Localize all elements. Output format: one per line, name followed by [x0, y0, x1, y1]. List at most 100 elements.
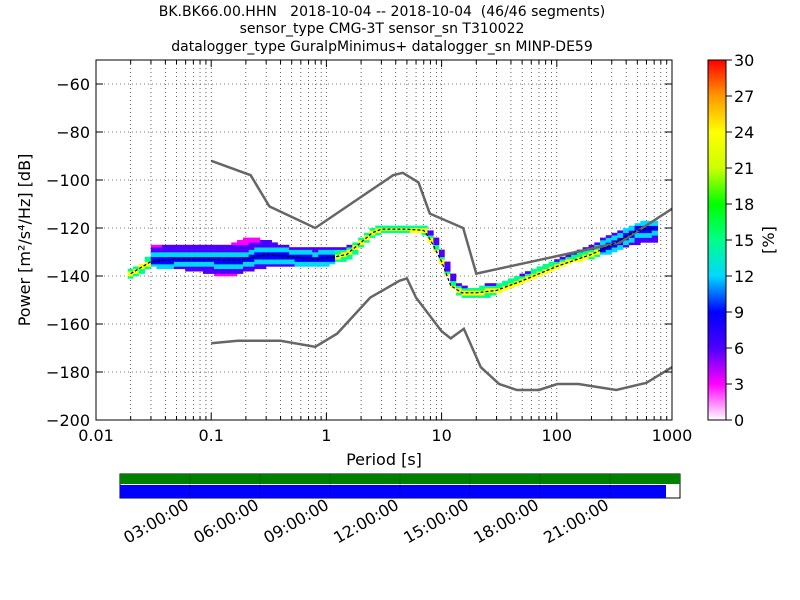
- psd-cell: [254, 259, 261, 262]
- psd-cell: [260, 261, 267, 265]
- psd-cell: [600, 240, 607, 243]
- psd-cell: [646, 225, 653, 229]
- psd-cell: [162, 264, 169, 267]
- psd-cell: [185, 256, 192, 260]
- psd-cell: [548, 264, 555, 267]
- psd-cell: [461, 288, 468, 291]
- timeline-label: 15:00:00: [400, 495, 472, 547]
- psd-cell: [283, 259, 290, 262]
- psd-cell: [173, 252, 180, 255]
- psd-cell: [237, 254, 244, 258]
- psd-cell: [409, 230, 416, 234]
- psd-cell: [490, 288, 497, 291]
- psd-cell: [219, 252, 226, 255]
- psd-cell: [386, 225, 394, 229]
- psd-cell: [144, 256, 152, 260]
- psd-cell: [306, 264, 313, 267]
- psd-cell: [490, 283, 497, 286]
- psd-cell: [651, 232, 659, 236]
- psd-cell: [168, 244, 175, 248]
- psd-cell: [289, 261, 295, 265]
- psd-cell: [191, 261, 198, 265]
- psd-cell: [634, 237, 641, 241]
- psd-cell: [571, 254, 578, 258]
- psd-cell: [461, 295, 468, 298]
- psd-cell: [617, 247, 624, 250]
- psd-cell: [576, 252, 583, 255]
- psd-cell: [197, 244, 204, 248]
- psd-cell: [565, 259, 572, 262]
- psd-cell: [248, 252, 255, 255]
- psd-cell: [479, 292, 485, 296]
- psd-cell: [323, 252, 330, 255]
- psd-cell: [651, 220, 659, 224]
- psd-cell: [588, 249, 595, 253]
- psd-cell: [484, 292, 491, 296]
- psd-cell: [450, 276, 457, 279]
- psd-cell: [455, 283, 462, 286]
- psd-cell: [473, 290, 480, 294]
- psd-cell: [208, 268, 215, 272]
- psd-cell: [646, 237, 653, 241]
- grid-lines: [96, 60, 672, 421]
- psd-cell: [352, 252, 359, 255]
- psd-cell: [346, 254, 353, 258]
- psd-cell: [150, 247, 157, 250]
- psd-cell: [231, 268, 238, 272]
- psd-cell: [392, 230, 399, 234]
- psd-cell: [623, 244, 630, 248]
- psd-cell: [231, 273, 238, 277]
- psd-cell: [421, 225, 428, 229]
- psd-cell: [346, 256, 353, 260]
- psd-cell: [398, 230, 405, 234]
- psd-cell: [248, 254, 255, 258]
- psd-cell: [254, 242, 261, 246]
- psd-cell: [185, 264, 192, 267]
- psd-cell: [300, 259, 307, 262]
- psd-cell: [496, 285, 503, 289]
- psd-cell: [358, 240, 365, 243]
- psd-cell: [237, 252, 244, 255]
- psd-cell: [634, 232, 641, 236]
- psd-cell: [265, 247, 272, 250]
- psd-cell: [248, 242, 255, 246]
- psd-cell: [254, 266, 261, 270]
- psd-cell: [265, 254, 272, 258]
- psd-cell: [173, 261, 180, 265]
- psd-cell: [150, 254, 157, 258]
- psd-cell: [254, 254, 261, 258]
- psd-cell: [197, 264, 204, 267]
- psd-cell: [208, 252, 215, 255]
- timeline-label: 18:00:00: [470, 495, 542, 547]
- psd-cell: [565, 256, 572, 260]
- psd-cell: [479, 295, 485, 298]
- psd-cell: [237, 259, 244, 262]
- title-line-1: BK.BK66.00.HHN 2018-10-04 -- 2018-10-04 …: [159, 4, 605, 20]
- psd-cell: [323, 249, 330, 253]
- psd-cell: [208, 271, 215, 274]
- psd-cell: [335, 252, 342, 255]
- psd-cell: [242, 256, 250, 260]
- psd-cell: [352, 249, 359, 253]
- psd-cell: [179, 264, 186, 267]
- psd-cell: [611, 244, 618, 248]
- psd-cell: [507, 285, 515, 289]
- psd-cell: [381, 230, 388, 234]
- psd-cell: [473, 292, 480, 296]
- psd-cell: [248, 261, 255, 265]
- psd-cell: [346, 249, 353, 253]
- psd-cell: [381, 225, 388, 229]
- x-tick-label: 1: [321, 426, 331, 445]
- colorbar-tick-label: 3: [734, 375, 744, 394]
- psd-cell: [150, 256, 157, 260]
- low-noise-model-line: [211, 276, 672, 392]
- psd-cell: [444, 268, 451, 272]
- psd-cell: [214, 261, 221, 265]
- psd-cell: [197, 268, 204, 272]
- psd-cell: [225, 252, 232, 255]
- psd-cell: [335, 259, 342, 262]
- psd-cell: [340, 249, 347, 253]
- psd-cell: [340, 254, 347, 258]
- psd-cell: [162, 247, 169, 250]
- psd-cell: [214, 273, 221, 277]
